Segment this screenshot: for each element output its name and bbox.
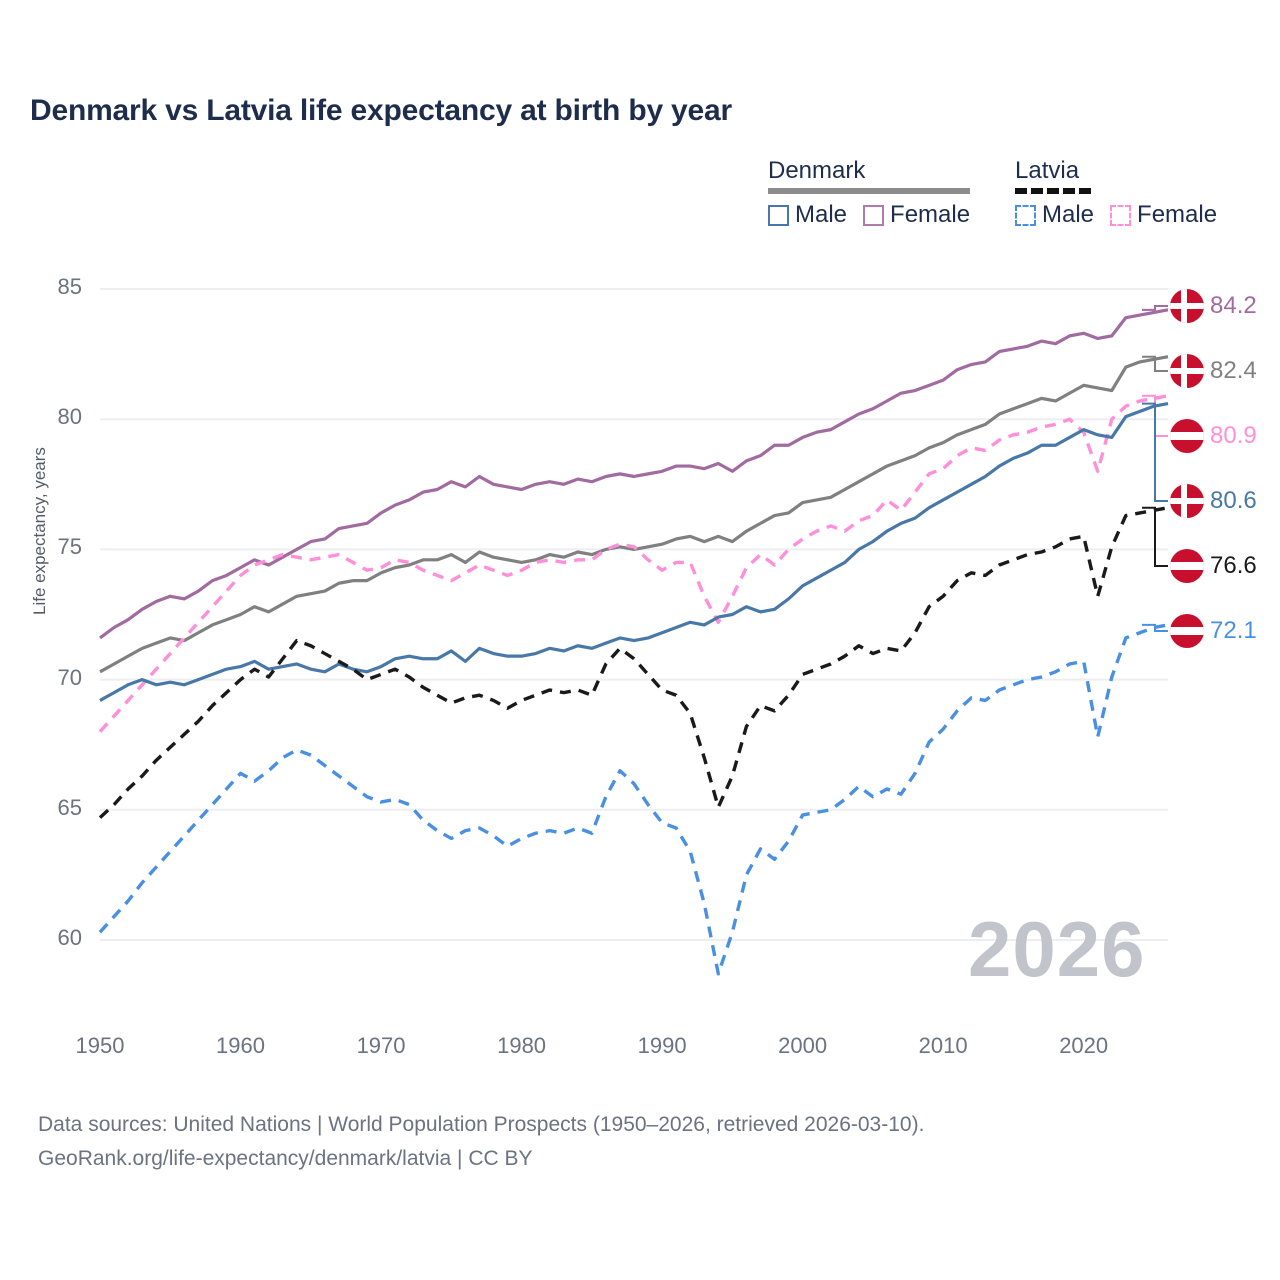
x-axis-tick-label: 1950 [75, 1033, 125, 1058]
leader-line [1142, 402, 1168, 502]
legend-rule-latvia [1015, 188, 1091, 194]
x-axis-tick-label: 2010 [918, 1033, 968, 1058]
legend-item-denmark-female[interactable]: Female [863, 203, 970, 227]
series-line-latvia-female [98, 394, 1169, 733]
leader-line [1142, 623, 1168, 632]
legend-swatch-denmark-female-icon [863, 204, 885, 226]
legend-group-denmark: Denmark Male Female [768, 157, 971, 227]
x-axis-tick-label: 1980 [497, 1033, 547, 1058]
y-axis-tick-label: 70 [57, 664, 82, 690]
latvia-flag-icon [1170, 419, 1204, 453]
chart-gridlines [100, 288, 1168, 941]
end-label: 82.4 [1170, 354, 1257, 388]
legend-item-denmark-male[interactable]: Male [768, 203, 847, 227]
legend-item-latvia-female[interactable]: Female [1110, 203, 1217, 227]
series-line-latvia-total [98, 506, 1169, 819]
denmark-flag-icon [1170, 484, 1204, 518]
end-label-value: 84.2 [1210, 292, 1257, 319]
end-label-value: 76.6 [1210, 552, 1257, 579]
legend-swatch-latvia-male-icon [1015, 204, 1036, 226]
legend-label-latvia-male: Male [1042, 201, 1095, 228]
end-label-value: 82.4 [1210, 357, 1257, 384]
leader-line [1142, 506, 1168, 567]
end-label: 80.6 [1170, 484, 1257, 518]
legend-rule-denmark [768, 188, 971, 194]
x-axis-tick-label: 1990 [637, 1033, 687, 1058]
y-axis-tick-label: 85 [57, 274, 82, 299]
series-line-denmark-female [99, 308, 1169, 640]
y-axis-label: Life expectancy, years [30, 447, 49, 615]
legend-country-latvia: Latvia [1015, 157, 1080, 184]
end-label-value: 72.1 [1210, 617, 1257, 644]
legend-swatch-latvia-female-icon [1110, 204, 1132, 226]
legend-label-denmark-male: Male [795, 201, 848, 228]
page-title: Denmark vs Latvia life expectancy at bir… [30, 94, 732, 127]
y-axis-tick-label: 80 [57, 404, 82, 430]
latvia-flag-icon [1170, 549, 1204, 583]
end-label: 72.1 [1170, 614, 1257, 648]
y-axis-tick-label: 75 [57, 534, 82, 560]
footer: Data sources: United Nations | World Pop… [38, 1108, 924, 1176]
footer-line-attribution: GeoRank.org/life-expectancy/denmark/latv… [38, 1147, 533, 1170]
year-watermark: 2026 [968, 905, 1146, 993]
end-label: 84.2 [1170, 289, 1257, 323]
end-label: 76.6 [1170, 549, 1257, 583]
chart-legend: Denmark Male Female Latvia Male [760, 158, 1260, 238]
y-axis-tick-label: 60 [57, 925, 82, 950]
end-label-value: 80.9 [1210, 422, 1257, 449]
leader-line [1142, 355, 1168, 372]
denmark-flag-icon [1170, 354, 1204, 388]
y-axis-tick-label: 65 [57, 794, 82, 820]
denmark-flag-icon [1170, 289, 1204, 323]
series-line-denmark-male [99, 402, 1169, 702]
legend-swatch-denmark-male-icon [768, 204, 789, 226]
leader-line [1142, 305, 1168, 311]
legend-label-denmark-female: Female [890, 201, 971, 228]
leader-line [1142, 394, 1168, 437]
x-axis-tick-label: 2020 [1059, 1033, 1109, 1058]
end-label-value: 80.6 [1210, 487, 1257, 514]
legend-group-latvia: Latvia Male Female [1015, 158, 1217, 227]
footer-line-sources: Data sources: United Nations | World Pop… [38, 1113, 925, 1136]
chart-series-layer [98, 305, 1169, 976]
x-axis-tick-label: 1960 [216, 1033, 265, 1058]
x-axis-tick-label: 1970 [356, 1033, 406, 1058]
legend-item-latvia-male[interactable]: Male [1015, 203, 1094, 227]
legend-country-denmark: Denmark [768, 157, 866, 184]
latvia-flag-icon [1170, 614, 1204, 648]
series-line-denmark-total [99, 355, 1169, 674]
legend-label-latvia-female: Female [1137, 201, 1218, 228]
end-label: 80.9 [1170, 419, 1257, 453]
x-axis-tick-label: 2000 [778, 1033, 828, 1058]
